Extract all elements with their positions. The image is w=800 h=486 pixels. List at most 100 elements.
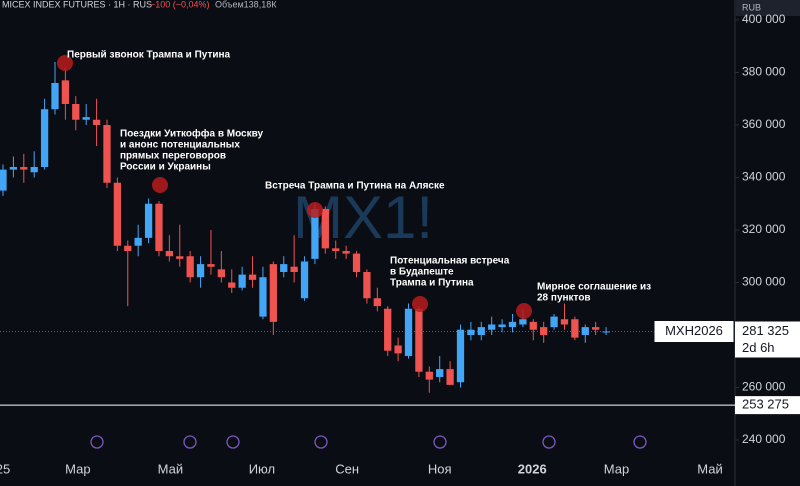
x-tick-label: Май — [697, 461, 722, 476]
annotation-text: России и Украины — [120, 162, 211, 173]
annotation-text: Потенциальная встреча — [390, 256, 510, 267]
candle-body — [321, 208, 329, 249]
annotation-text: Поездки Уиткоффа в Москву — [120, 128, 264, 140]
price-line-label: 253 275 — [742, 397, 789, 412]
candle-body — [571, 319, 579, 338]
candle-body — [238, 274, 246, 288]
symbol-box — [654, 321, 734, 343]
event-icon[interactable] — [633, 435, 647, 449]
candle-body — [332, 248, 340, 251]
candle-body — [165, 250, 174, 257]
candle-body — [82, 117, 90, 120]
candle-body — [280, 264, 288, 272]
candle-body — [51, 82, 59, 110]
y-tick-label: 320 000 — [742, 222, 786, 236]
x-tick-label: 2026 — [518, 461, 547, 476]
candle-body — [176, 256, 184, 259]
candle-body — [113, 182, 122, 246]
candle-body — [508, 321, 517, 328]
candle-body — [228, 282, 236, 288]
annotation-text: Мирное соглашение из — [537, 282, 651, 293]
candle-body — [196, 264, 205, 278]
annotation-text: Трампа и Путина — [390, 278, 474, 289]
candle-body — [92, 119, 101, 125]
currency: RUB — [742, 2, 761, 12]
y-tick-label: 240 000 — [742, 432, 786, 446]
candle-body — [352, 253, 361, 272]
x-tick-label: 25 — [0, 461, 10, 476]
candle-body — [592, 327, 600, 330]
annotation-marker — [57, 55, 73, 71]
event-icon[interactable] — [183, 435, 197, 449]
y-tick-label: 400 000 — [742, 12, 786, 26]
candle-body — [540, 327, 548, 335]
price-line-box — [735, 396, 800, 415]
event-icon[interactable] — [542, 435, 556, 449]
header-change: −100 (−0,04%) — [150, 0, 210, 9]
annotation-marker — [152, 177, 168, 193]
x-tick-label: Июл — [249, 461, 275, 476]
candle-body — [155, 203, 163, 251]
candle-body — [186, 256, 194, 278]
candle-body — [311, 208, 319, 259]
candle-body — [103, 124, 111, 183]
candle-body — [373, 298, 381, 307]
y-tick-label: 300 000 — [742, 275, 786, 289]
candle-body — [207, 264, 215, 267]
event-icon[interactable] — [226, 435, 240, 449]
candle-body — [477, 327, 485, 335]
candle-body — [363, 271, 371, 299]
candle-body — [134, 237, 142, 246]
last-price-label: 281 325 — [742, 323, 789, 338]
candle-body — [436, 369, 444, 377]
candle-body — [488, 324, 496, 330]
annotation-text: и анонс потенциальных — [120, 140, 240, 151]
symbol-label: MXH2026 — [665, 323, 723, 338]
candle-body — [415, 308, 423, 372]
y-tick-label: 340 000 — [742, 170, 786, 184]
currency-box — [736, 0, 800, 16]
annotation-text: в Будапеште — [390, 267, 454, 278]
candle-body — [269, 264, 277, 322]
x-tick-label: Мар — [65, 461, 90, 476]
event-icon[interactable] — [433, 435, 447, 449]
candle-body — [259, 277, 267, 317]
header-volume: Объем138,18К — [215, 0, 277, 9]
last-price-box — [735, 321, 800, 358]
candle-body — [404, 308, 413, 356]
annotation-text: прямых переговоров — [120, 151, 226, 162]
y-tick-label: 360 000 — [742, 117, 786, 131]
candle-body — [20, 166, 28, 170]
y-tick-label: 380 000 — [742, 65, 786, 79]
candle-body — [290, 266, 298, 272]
annotation-marker — [307, 202, 323, 218]
annotation-text: Первый звонок Трампа и Путина — [67, 50, 231, 61]
header-title: MICEX INDEX FUTURES · 1H · RUS — [2, 0, 152, 9]
annotation-text: Встреча Трампа и Путина на Аляске — [265, 181, 445, 192]
candle-body — [602, 331, 610, 333]
candle-body — [384, 308, 392, 351]
candle-body — [72, 103, 80, 120]
event-icon[interactable] — [90, 435, 104, 449]
candle-body — [217, 269, 225, 278]
candle-body — [550, 316, 558, 328]
annotation-marker — [412, 296, 428, 312]
candle-body — [144, 203, 153, 238]
event-icon[interactable] — [314, 435, 328, 449]
candle-body — [0, 169, 7, 191]
candle-body — [40, 109, 49, 167]
candle-body — [300, 261, 309, 299]
candle-body — [425, 371, 433, 380]
y-tick-label: 260 000 — [742, 380, 786, 394]
candle-body — [456, 329, 465, 383]
x-tick-label: Ноя — [428, 461, 452, 476]
countdown: 2d 6h — [742, 340, 775, 355]
candle-body — [248, 274, 257, 280]
candle-body — [446, 369, 454, 385]
candle-body — [342, 250, 350, 254]
candle-body — [560, 319, 569, 325]
candle-body — [394, 345, 402, 354]
x-tick-label: Май — [158, 461, 183, 476]
candle-body — [529, 321, 537, 330]
